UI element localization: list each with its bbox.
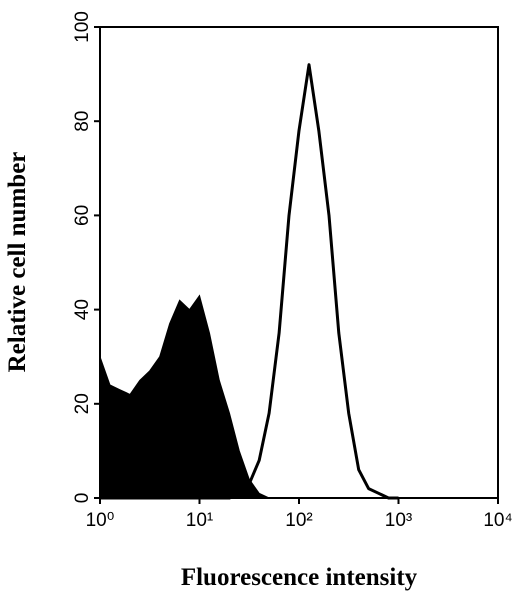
x-tick-label: 10³ (385, 510, 412, 531)
y-tick-label: 0 (72, 493, 93, 504)
x-tick-label: 10⁴ (483, 510, 512, 531)
y-tick-label: 60 (72, 205, 93, 226)
y-tick-label: 40 (72, 299, 93, 320)
y-axis-title: Relative cell number (4, 152, 31, 373)
x-tick-label: 10¹ (186, 510, 213, 531)
y-tick-label: 20 (72, 393, 93, 414)
x-tick-label: 10⁰ (86, 510, 115, 531)
x-axis-title: Fluorescence intensity (181, 564, 418, 591)
histogram-area (99, 294, 399, 499)
x-tick-label: 10² (285, 510, 312, 531)
y-tick-label: 80 (72, 111, 93, 132)
y-tick-label: 100 (72, 11, 93, 43)
